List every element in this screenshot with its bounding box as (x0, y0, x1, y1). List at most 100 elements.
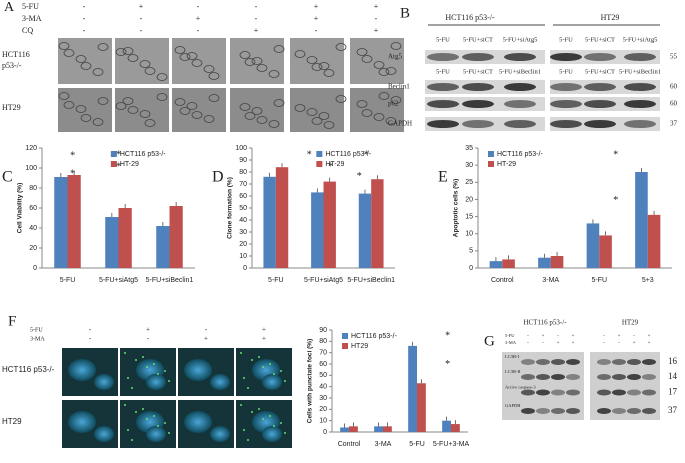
y-tick-label: 5 (469, 248, 473, 255)
blot-band (536, 408, 550, 414)
punctum (146, 418, 148, 420)
cell-shape (122, 47, 134, 55)
lane-label: 5-FU+siCT (585, 68, 615, 75)
y-tick-label: 60 (29, 205, 37, 212)
sign: + (572, 341, 575, 346)
significance-mark: * (116, 149, 121, 160)
treatment-name: 5-FU (505, 333, 515, 338)
cell-shape (208, 72, 220, 80)
bar (408, 345, 417, 432)
punctum (269, 415, 271, 417)
treatment-name: CQ (22, 26, 33, 35)
blot-band (462, 53, 494, 61)
y-tick-label: 120 (25, 145, 37, 152)
cell-shape (244, 58, 256, 66)
micrograph (172, 38, 226, 84)
lane-label: 5-FU (436, 36, 450, 43)
cell-shape (385, 117, 397, 125)
cell-shape (311, 117, 323, 125)
mw-label: 37 (668, 405, 678, 415)
bar (105, 217, 119, 268)
cell-shape (294, 104, 306, 112)
punctum (157, 373, 159, 375)
sign: - (618, 341, 620, 346)
significance-mark: * (357, 171, 362, 182)
blot-band (550, 100, 582, 108)
blot-band (566, 408, 580, 414)
y-tick-label: 60 (239, 193, 247, 200)
cell-shape (361, 55, 373, 63)
panel-letter: F (8, 313, 16, 329)
sign: - (603, 334, 605, 339)
cell-shape (273, 99, 285, 107)
lane-label: 5-FU+siCT (463, 68, 493, 75)
blot-band (551, 374, 565, 380)
bar (550, 256, 564, 268)
cell-shape (256, 64, 268, 72)
blot-band (597, 359, 611, 365)
significance-mark: * (364, 149, 369, 160)
treatment-name: 5-FU (22, 2, 39, 11)
significance-mark: * (613, 149, 618, 160)
blot-band (427, 100, 459, 108)
micrograph (115, 88, 169, 132)
bar (538, 257, 551, 268)
nucleus (94, 426, 114, 442)
sign: - (83, 26, 86, 35)
cell-shape (174, 98, 186, 106)
y-tick-label: 20 (319, 406, 327, 413)
cell-shape (268, 120, 280, 128)
punctum (135, 411, 137, 413)
legend-swatch (110, 151, 117, 157)
x-tick-label: 5-FU+siAtg5 (99, 277, 138, 284)
bar (417, 383, 426, 432)
blot-band (584, 120, 616, 128)
cell-shape (75, 105, 87, 113)
blot-band (624, 120, 656, 128)
mw-label: 55 (670, 53, 678, 61)
x-tick-label: 5-FU (409, 441, 425, 448)
significance-mark: * (116, 161, 121, 172)
punctum (251, 411, 253, 413)
cell-shape (127, 54, 139, 62)
y-tick-label: 100 (25, 165, 37, 172)
sign: - (542, 341, 544, 346)
cell-shape (356, 48, 368, 56)
y-tick-label: 10 (239, 253, 247, 260)
cell-shape (390, 96, 402, 104)
panel-letter: E (438, 169, 448, 186)
cell-shape (244, 112, 256, 120)
y-tick-label: 100 (235, 145, 247, 152)
cell-shape (361, 109, 373, 117)
x-tick-label: 5-FU+3-MA (433, 441, 470, 448)
cell-shape (356, 100, 368, 108)
sign: - (89, 326, 92, 334)
blot-band (521, 359, 535, 365)
sign: + (542, 334, 545, 339)
y-tick-label: 10 (319, 418, 327, 425)
blot-band (627, 408, 641, 414)
blot-band (597, 389, 611, 396)
blot-band (627, 389, 641, 396)
row-label: HT29 (2, 103, 21, 112)
punctum (164, 422, 166, 424)
cell-shape (373, 61, 385, 69)
y-tick-label: 40 (29, 225, 37, 232)
cell-shape (294, 50, 306, 58)
cell-shape (139, 110, 151, 118)
y-tick-label: 80 (29, 185, 37, 192)
blot-band (642, 359, 656, 365)
y-axis-label: Clone formation (%) (227, 177, 234, 239)
lane-label: 5-FU+siBeclin1 (619, 68, 661, 75)
punctum (247, 439, 249, 441)
row-label: HCT116 p53-/- (2, 365, 55, 374)
group-label: HCT116 p53-/- (445, 13, 495, 22)
legend-label: HCT116 p53-/- (351, 333, 397, 340)
legend-swatch (316, 151, 323, 157)
y-tick-label: 0 (469, 265, 473, 272)
x-tick-label: 5+3 (642, 277, 654, 284)
lane-label: 5-FU (559, 68, 573, 75)
bar (451, 424, 460, 432)
y-tick-label: 20 (465, 196, 473, 203)
blot-band (551, 389, 565, 396)
